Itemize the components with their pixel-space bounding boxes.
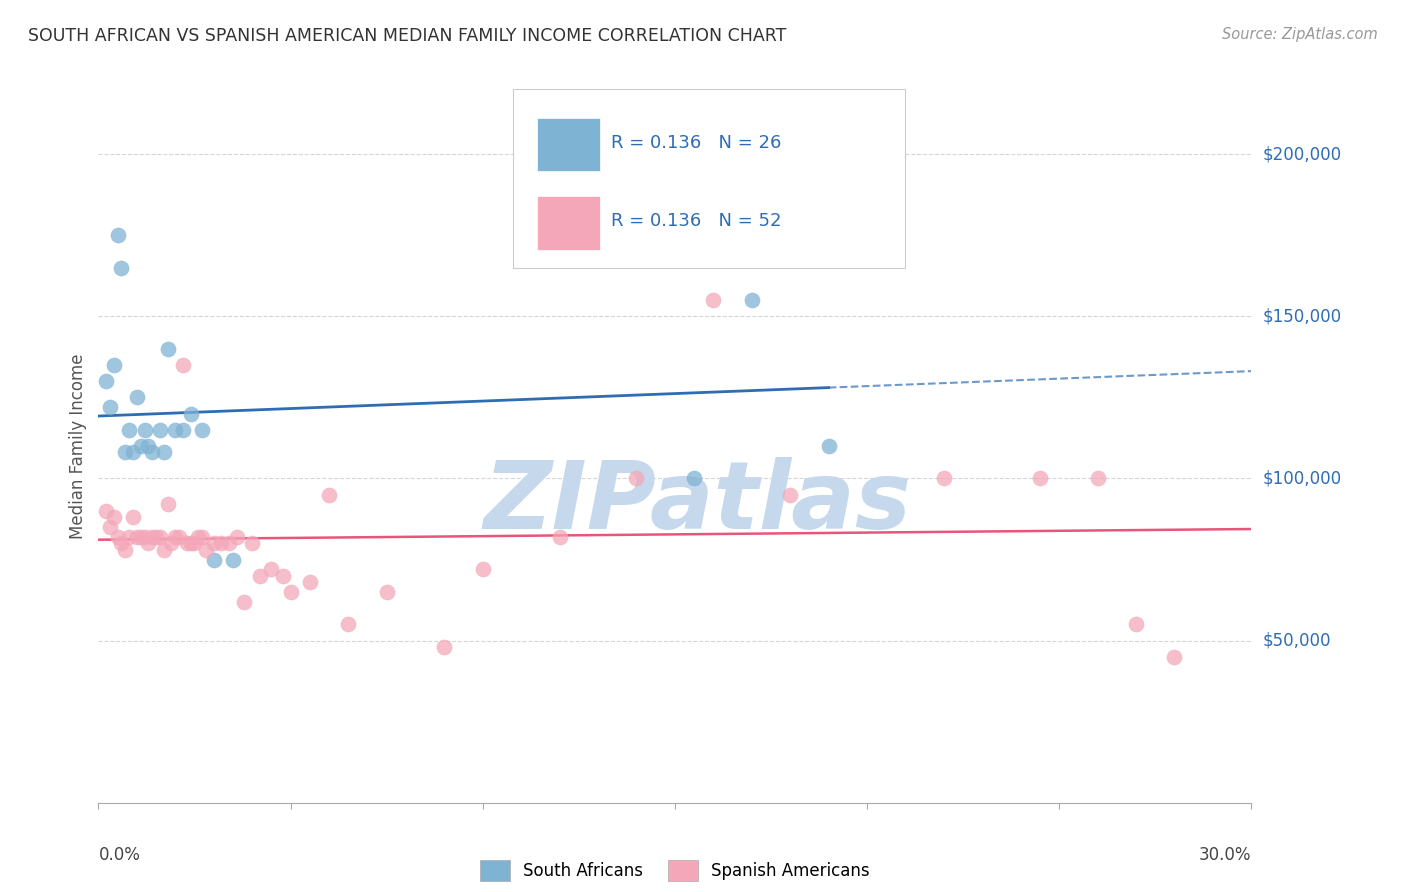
Point [149, 423, 172, 437]
Point [94, 374, 117, 388]
Point [1029, 471, 1052, 485]
Point [107, 530, 129, 544]
Point [1163, 649, 1185, 664]
Point [233, 595, 256, 609]
Point [548, 530, 571, 544]
Point [271, 568, 294, 582]
Point [1087, 471, 1109, 485]
Point [187, 530, 209, 544]
Point [240, 536, 263, 550]
Point [141, 445, 163, 459]
Point [249, 568, 271, 582]
Point [702, 293, 724, 307]
Point [138, 536, 160, 550]
Point [122, 510, 145, 524]
Text: ZIPatlas: ZIPatlas [484, 457, 912, 549]
Point [626, 471, 648, 485]
Point [172, 423, 194, 437]
Point [932, 471, 955, 485]
Text: 0.0%: 0.0% [98, 846, 141, 863]
Point [118, 423, 141, 437]
Point [110, 260, 132, 275]
FancyBboxPatch shape [537, 118, 600, 171]
Point [471, 562, 494, 576]
FancyBboxPatch shape [537, 196, 600, 250]
Point [110, 536, 132, 550]
Y-axis label: Median Family Income: Median Family Income [69, 353, 87, 539]
Point [125, 390, 148, 404]
Text: SOUTH AFRICAN VS SPANISH AMERICAN MEDIAN FAMILY INCOME CORRELATION CHART: SOUTH AFRICAN VS SPANISH AMERICAN MEDIAN… [28, 27, 786, 45]
Point [548, 228, 571, 243]
Point [107, 228, 129, 243]
Point [98, 400, 121, 414]
Point [433, 640, 456, 654]
Point [298, 575, 321, 590]
Point [176, 536, 198, 550]
Point [375, 585, 398, 599]
Point [167, 530, 190, 544]
FancyBboxPatch shape [513, 89, 905, 268]
Point [683, 471, 706, 485]
Point [280, 585, 302, 599]
Point [741, 293, 763, 307]
Point [180, 407, 202, 421]
Point [125, 530, 148, 544]
Point [202, 552, 225, 566]
Point [1125, 617, 1147, 632]
Point [172, 358, 194, 372]
Point [183, 536, 205, 550]
Text: R = 0.136   N = 52: R = 0.136 N = 52 [612, 212, 782, 230]
Point [165, 530, 187, 544]
Point [337, 617, 360, 632]
Point [191, 423, 214, 437]
Point [134, 530, 156, 544]
Text: 30.0%: 30.0% [1199, 846, 1251, 863]
Text: R = 0.136   N = 26: R = 0.136 N = 26 [612, 134, 782, 152]
Point [817, 439, 839, 453]
Point [160, 536, 183, 550]
Text: Source: ZipAtlas.com: Source: ZipAtlas.com [1222, 27, 1378, 42]
Text: $200,000: $200,000 [1263, 145, 1341, 163]
Point [225, 530, 247, 544]
Point [152, 445, 174, 459]
Point [202, 536, 225, 550]
Point [191, 530, 214, 544]
Text: $50,000: $50,000 [1263, 632, 1331, 649]
Point [122, 445, 145, 459]
Point [165, 423, 187, 437]
Point [129, 439, 152, 453]
Point [114, 445, 136, 459]
Point [98, 520, 121, 534]
Point [209, 536, 232, 550]
Point [180, 536, 202, 550]
Point [156, 342, 179, 356]
Text: $100,000: $100,000 [1263, 469, 1341, 487]
Point [149, 530, 172, 544]
Point [141, 530, 163, 544]
Point [129, 530, 152, 544]
Point [138, 439, 160, 453]
Point [318, 488, 340, 502]
Point [260, 562, 283, 576]
Point [222, 552, 245, 566]
Point [114, 542, 136, 557]
Point [218, 536, 240, 550]
Point [103, 358, 125, 372]
Text: $150,000: $150,000 [1263, 307, 1341, 326]
Point [152, 542, 174, 557]
Point [103, 510, 125, 524]
Point [94, 504, 117, 518]
Point [134, 423, 156, 437]
Point [118, 530, 141, 544]
Point [145, 530, 167, 544]
Legend: South Africans, Spanish Americans: South Africans, Spanish Americans [472, 854, 877, 888]
Point [779, 488, 801, 502]
Point [195, 542, 218, 557]
Point [156, 497, 179, 511]
